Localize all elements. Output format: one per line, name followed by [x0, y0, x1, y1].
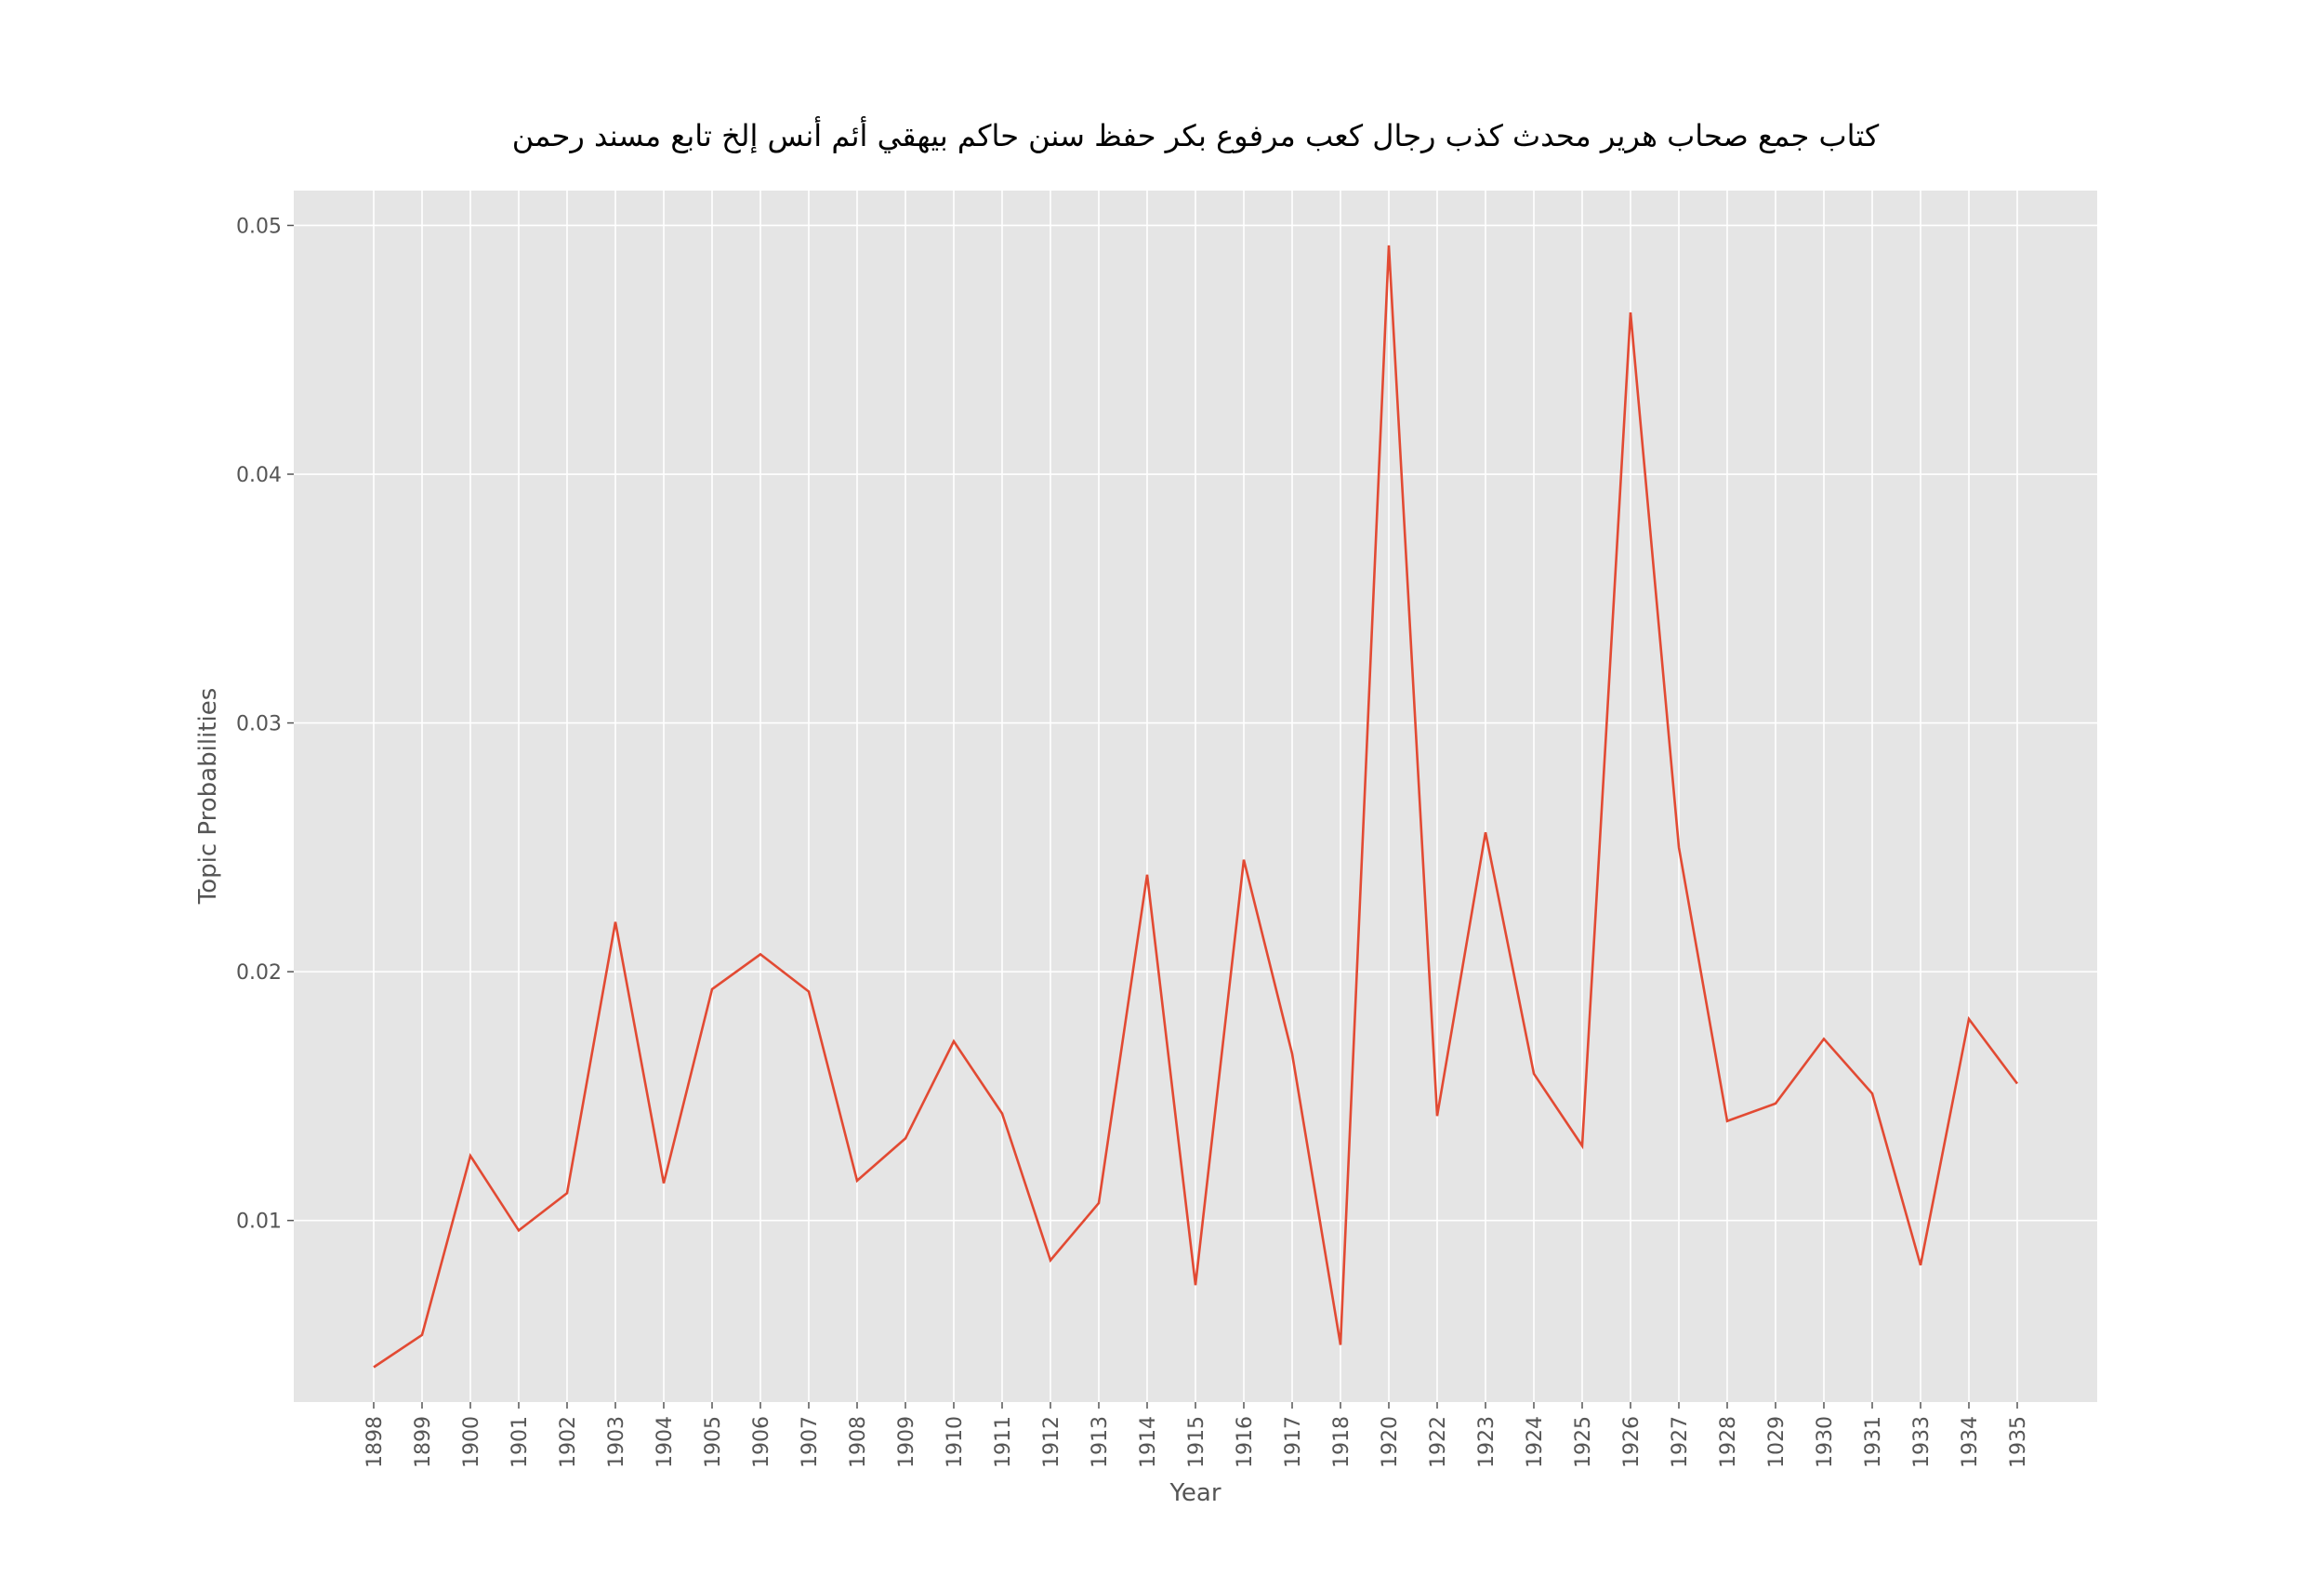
x-gridlines	[373, 191, 2018, 1402]
series-line	[373, 245, 2019, 1369]
x-tick-label: 1930	[1814, 1416, 1837, 1468]
x-tick-label: 1913	[1089, 1416, 1112, 1468]
x-tick-label: 1925	[1572, 1416, 1595, 1468]
y-tick-label: 0.01	[236, 1211, 282, 1234]
y-tick-label: 0.02	[236, 961, 282, 985]
x-tick-label: 1903	[605, 1416, 628, 1468]
x-tick-label: 1918	[1330, 1416, 1353, 1468]
x-tick-label: 1901	[508, 1416, 532, 1468]
x-tick-label: 1910	[944, 1416, 967, 1468]
x-tick-label: 1906	[750, 1416, 773, 1468]
x-tick-label: 1923	[1475, 1416, 1499, 1468]
series-layer	[373, 245, 2019, 1369]
x-tick-label: 1922	[1427, 1416, 1450, 1468]
x-tick-label: 1928	[1717, 1416, 1740, 1468]
x-tick-label: 1935	[2007, 1416, 2030, 1468]
x-tick-label: 1933	[1910, 1416, 1934, 1468]
x-tick-label: 1927	[1669, 1416, 1692, 1468]
x-tick-label: 1899	[412, 1416, 435, 1468]
x-tick-label: 1912	[1040, 1416, 1063, 1468]
x-tick-label: 1911	[992, 1416, 1015, 1468]
y-tick-label: 0.03	[236, 713, 282, 736]
x-tick-label: 1907	[799, 1416, 822, 1468]
x-tick-label: 1915	[1185, 1416, 1208, 1468]
x-tick-label: 1905	[702, 1416, 725, 1468]
y-tick-label: 0.04	[236, 464, 282, 487]
x-tick-label: 1900	[460, 1416, 483, 1468]
x-tick-label: 1920	[1379, 1416, 1402, 1468]
x-axis-label: Year	[1169, 1479, 1221, 1507]
x-tick-label: 1926	[1620, 1416, 1644, 1468]
x-tick-label: 1029	[1765, 1416, 1789, 1468]
x-axis-ticks: 1898 1899 1900 1901 1902 1903 1904 1905 1906 1907…	[363, 1402, 2030, 1468]
x-tick-label: 1917	[1282, 1416, 1305, 1468]
x-tick-label: 1934	[1959, 1416, 1982, 1468]
y-axis-label: Topic Probabilities	[194, 688, 222, 905]
x-tick-label: 1909	[895, 1416, 918, 1468]
x-tick-label: 1908	[847, 1416, 870, 1468]
y-axis-ticks: 0.01 0.02 0.03 0.04 0.05	[236, 215, 294, 1234]
x-tick-label: 1902	[557, 1416, 580, 1468]
x-tick-label: 1898	[363, 1416, 387, 1468]
x-tick-label: 1924	[1524, 1416, 1547, 1468]
y-tick-label: 0.05	[236, 215, 282, 238]
chart-title: كتاب جمع صحاب هرير محدث كذب رجال كعب مرف…	[512, 116, 1880, 153]
x-tick-label: 1914	[1137, 1416, 1160, 1468]
y-gridlines	[294, 224, 2097, 1222]
x-tick-label: 1916	[1234, 1416, 1257, 1468]
x-tick-label: 1904	[654, 1416, 677, 1468]
x-tick-label: 1931	[1862, 1416, 1885, 1468]
